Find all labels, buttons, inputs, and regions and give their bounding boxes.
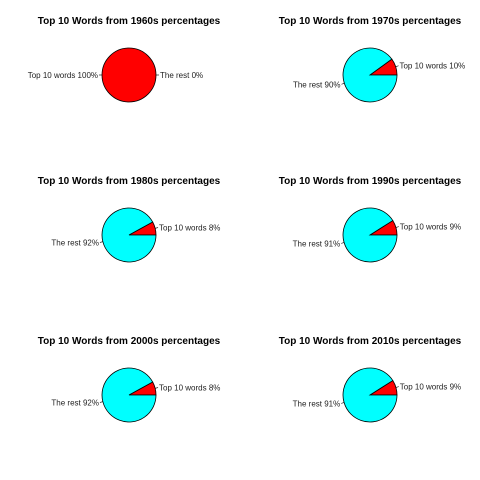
pie-chart-2: Top 10 Words from 1980s percentages Top 1… <box>38 176 221 263</box>
chart-title: Top 10 Words from 1960s percentages <box>38 16 221 27</box>
slice-label-tick <box>99 401 103 403</box>
slice-label: The rest 90% <box>293 81 341 90</box>
pie-chart-5: Top 10 Words from 2010s percentages Top 1… <box>279 336 462 423</box>
slice-label: The rest 91% <box>293 400 341 409</box>
pie-slice <box>342 47 398 103</box>
slice-label: The rest 0% <box>160 71 203 80</box>
slice-label: The rest 91% <box>293 240 341 249</box>
pie-slice <box>342 367 398 423</box>
slice-label: Top 10 words 9% <box>400 382 461 391</box>
slice-label-tick <box>395 65 399 67</box>
slice-label-tick <box>155 387 159 389</box>
pie-chart-1: Top 10 Words from 1970s percentages Top 1… <box>279 16 465 103</box>
slice-label: The rest 92% <box>51 239 99 248</box>
slice-label-tick <box>341 242 345 244</box>
pie-slice <box>101 367 157 423</box>
slice-label-tick <box>99 241 103 243</box>
slice-label: The rest 92% <box>51 399 99 408</box>
chart-title: Top 10 Words from 1980s percentages <box>38 176 221 187</box>
slice-label-tick <box>341 402 345 404</box>
pie-slice <box>101 207 157 263</box>
pie-chart-4: Top 10 Words from 2000s percentages Top 1… <box>38 336 221 423</box>
slice-label: Top 10 words 8% <box>159 223 220 232</box>
slice-label-tick <box>395 386 399 388</box>
slice-label-tick <box>395 226 399 228</box>
chart-title: Top 10 Words from 1970s percentages <box>279 16 462 27</box>
pie-slice <box>101 47 157 103</box>
slice-label: Top 10 words 100% <box>28 71 98 80</box>
slice-label: Top 10 words 10% <box>399 61 465 70</box>
pie-chart-3: Top 10 Words from 1990s percentages Top 1… <box>279 176 462 263</box>
pie-slice <box>342 207 398 263</box>
chart-title: Top 10 Words from 2000s percentages <box>38 336 221 347</box>
chart-title: Top 10 Words from 2010s percentages <box>279 336 462 347</box>
slice-label-tick <box>341 83 345 85</box>
pie-chart-0: Top 10 Words from 1960s percentages Top 1… <box>28 16 221 103</box>
slice-label: Top 10 words 8% <box>159 383 220 392</box>
chart-title: Top 10 Words from 1990s percentages <box>279 176 462 187</box>
slice-label: Top 10 words 9% <box>400 222 461 231</box>
slice-label-tick <box>155 227 159 229</box>
